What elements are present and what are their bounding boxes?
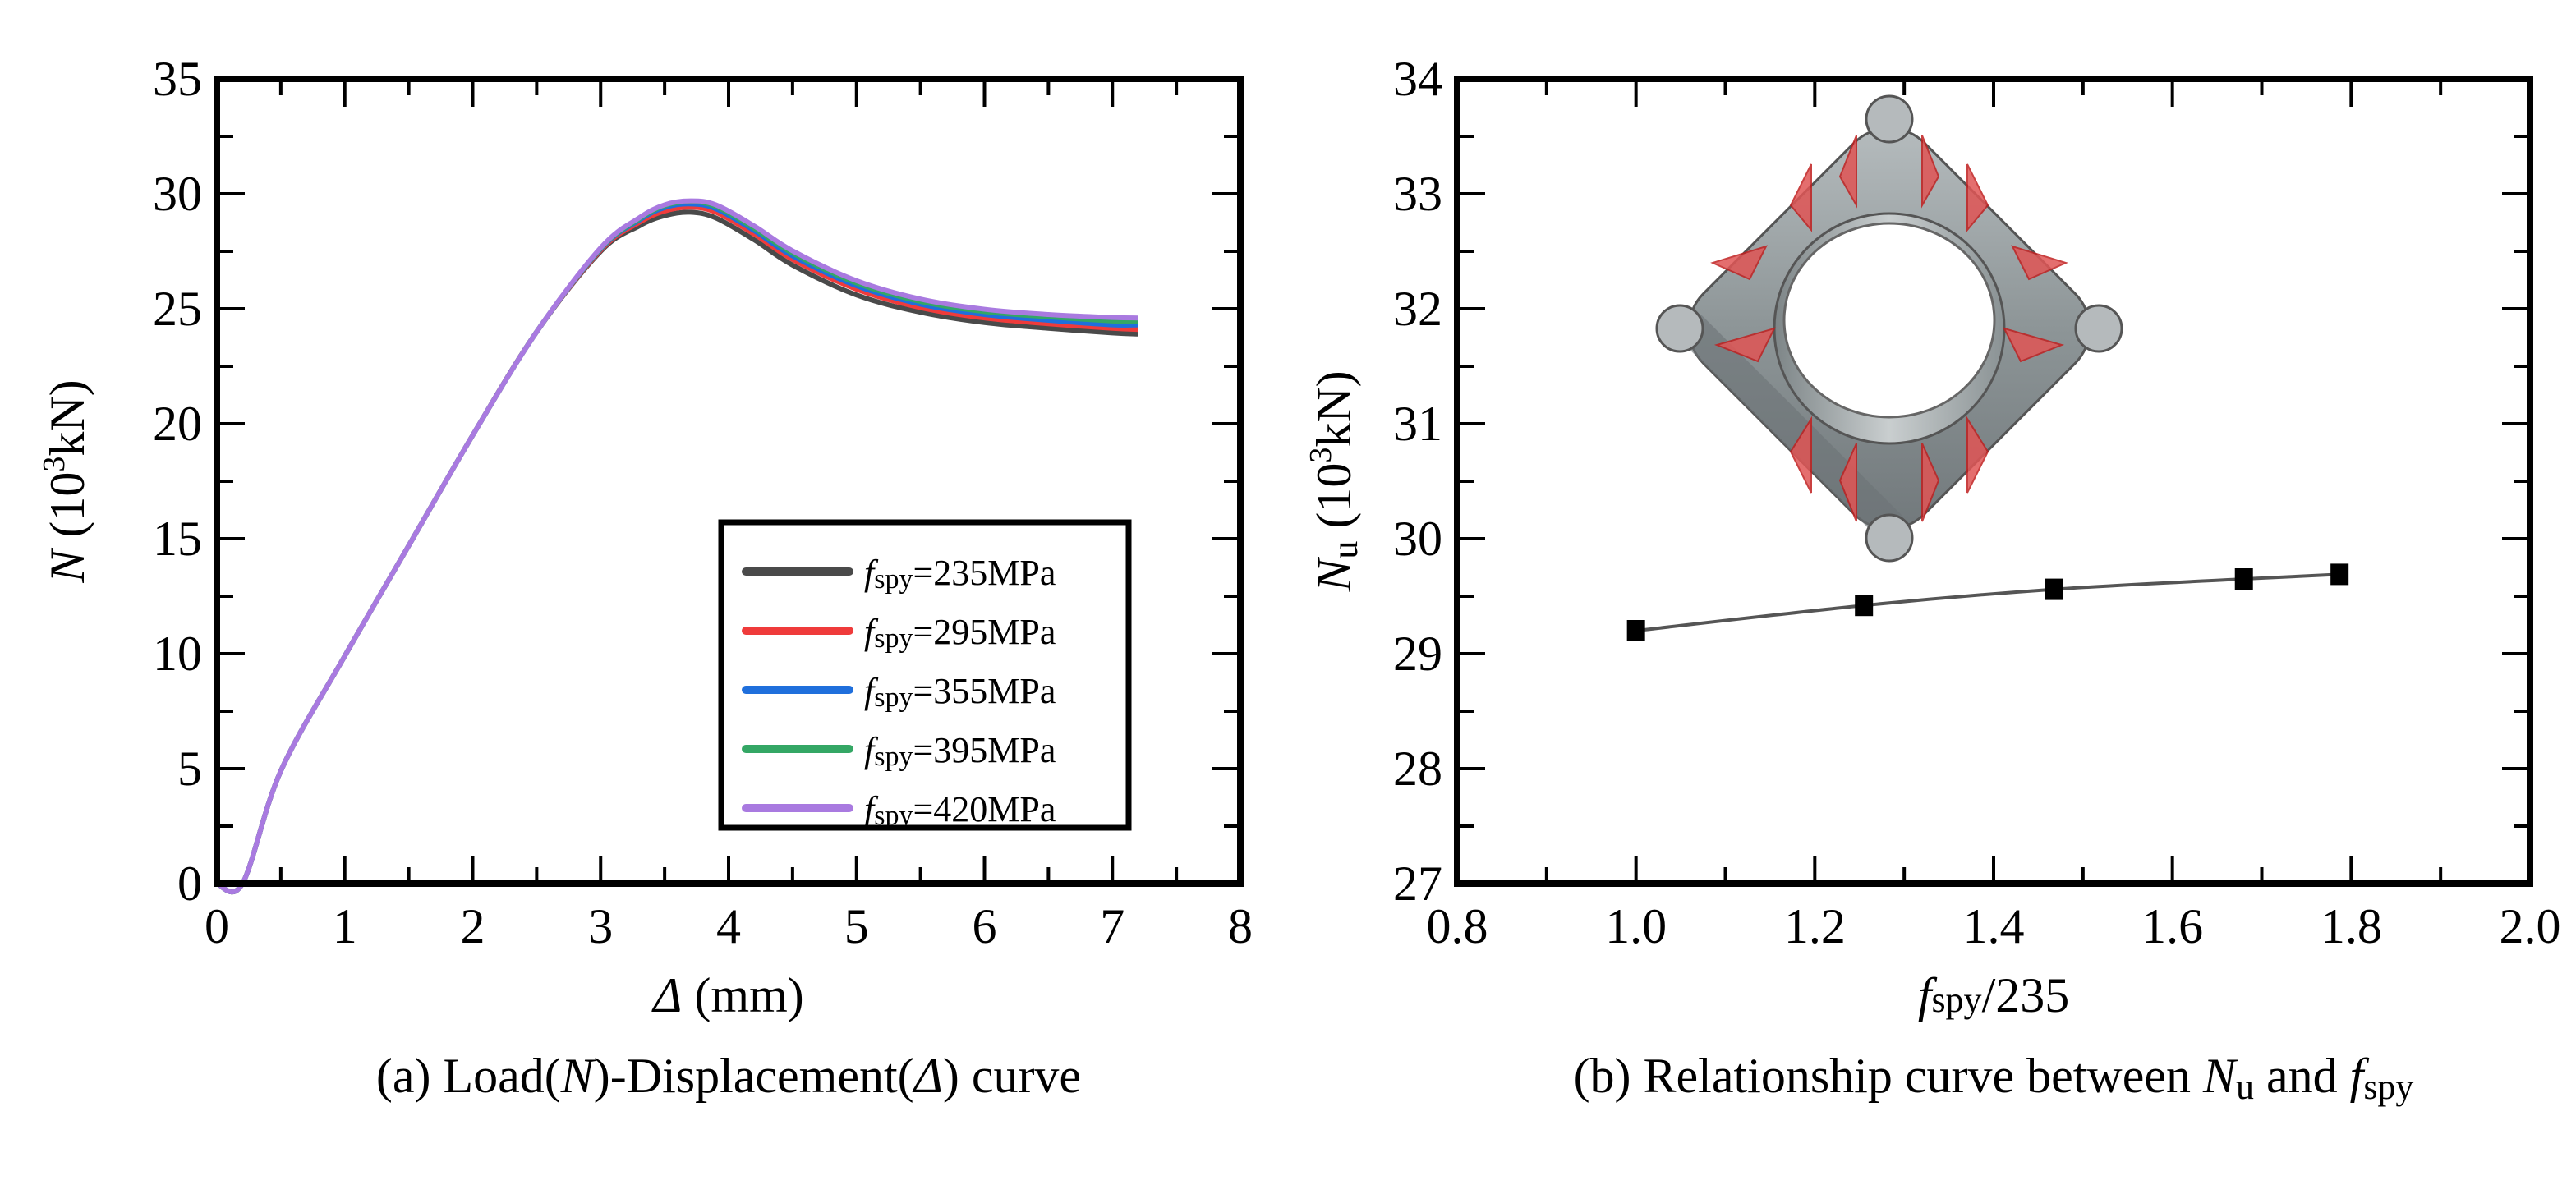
x-tick-label: 1 bbox=[333, 899, 357, 953]
capacity-relationship-chart: 0.8 1.0 1.2 1.4 1.6 1.8 2.0 27 28 29 30 31 32 33 34 fs… bbox=[1304, 52, 2561, 1107]
x-tick-label: 5 bbox=[844, 899, 869, 953]
legend-label: fspy=295MPa bbox=[864, 612, 1056, 654]
x-axis-title: fspy/235 bbox=[1918, 968, 2069, 1022]
x-tick-label: 2.0 bbox=[2500, 899, 2561, 953]
y-tick-label: 10 bbox=[153, 627, 202, 681]
series-line-420 bbox=[215, 198, 1138, 895]
y-tick-label: 20 bbox=[153, 397, 202, 451]
x-tick-label: 4 bbox=[716, 899, 741, 953]
y-tick-label: 5 bbox=[177, 742, 202, 796]
x-tick-label: 0.8 bbox=[1427, 899, 1488, 953]
x-tick-label: 2 bbox=[461, 899, 485, 953]
curve-group bbox=[1626, 563, 2349, 641]
x-tick-label: 1.2 bbox=[1784, 899, 1846, 953]
y-tick-label: 33 bbox=[1393, 167, 1442, 221]
y-tick-label: 30 bbox=[153, 167, 202, 221]
nu-curve-line bbox=[1635, 572, 2340, 632]
data-point-marker bbox=[1855, 595, 1874, 617]
x-tick-label: 7 bbox=[1100, 899, 1125, 953]
x-tick-label: 1.6 bbox=[2141, 899, 2203, 953]
x-tick-label: 1.4 bbox=[1963, 899, 2025, 953]
tick-labels: 0.8 1.0 1.2 1.4 1.6 1.8 2.0 27 28 29 30 31 32 33 34 bbox=[1393, 52, 2561, 953]
load-displacement-chart: 0 1 2 3 4 5 6 7 8 0 5 10 15 20 25 30 35 Δ (mm) N (103kN)… bbox=[37, 52, 1253, 1103]
legend-label: fspy=420MPa bbox=[864, 789, 1056, 831]
y-tick-label: 28 bbox=[1393, 742, 1442, 796]
plot-frame bbox=[214, 76, 1244, 887]
plot-frame bbox=[1454, 76, 2533, 887]
x-axis-title: Δ (mm) bbox=[651, 968, 804, 1022]
data-point-marker bbox=[1626, 620, 1645, 641]
data-point-marker bbox=[2234, 568, 2253, 590]
x-tick-label: 1.0 bbox=[1605, 899, 1667, 953]
data-point-marker bbox=[2330, 563, 2349, 586]
caption-a: (a) Load(N)-Displacement(Δ) curve bbox=[376, 1049, 1081, 1103]
y-tick-label: 29 bbox=[1393, 627, 1442, 681]
x-tick-label: 3 bbox=[588, 899, 613, 953]
curves-group bbox=[215, 198, 1138, 895]
tick-labels: 0 1 2 3 4 5 6 7 8 0 5 10 15 20 25 30 35 bbox=[153, 52, 1253, 953]
y-tick-label: 35 bbox=[153, 52, 202, 106]
y-tick-label: 32 bbox=[1393, 282, 1442, 336]
legend-label: fspy=395MPa bbox=[864, 730, 1056, 772]
y-axis-title: N (103kN) bbox=[37, 379, 94, 583]
x-tick-label: 8 bbox=[1228, 899, 1253, 953]
x-tick-label: 0 bbox=[205, 899, 229, 953]
x-tick-label: 6 bbox=[973, 899, 997, 953]
y-tick-label: 25 bbox=[153, 282, 202, 336]
y-tick-label: 15 bbox=[153, 512, 202, 566]
y-tick-label: 34 bbox=[1393, 52, 1442, 106]
legend-label: fspy=235MPa bbox=[864, 553, 1056, 595]
y-tick-label: 27 bbox=[1393, 857, 1442, 911]
y-tick-label: 30 bbox=[1393, 512, 1442, 566]
inset-3d-model bbox=[1655, 94, 2123, 563]
caption-b: (b) Relationship curve between Nu and fs… bbox=[1574, 1049, 2414, 1107]
y-tick-label: 31 bbox=[1393, 397, 1442, 451]
y-axis-title: Nu (103kN) bbox=[1304, 370, 1365, 592]
x-tick-label: 1.8 bbox=[2321, 899, 2382, 953]
legend-label: fspy=355MPa bbox=[864, 671, 1056, 713]
legend: fspy=235MPa fspy=295MPa fspy=355MPa fspy=39… bbox=[718, 519, 1132, 831]
y-tick-label: 0 bbox=[177, 857, 202, 911]
data-point-marker bbox=[2045, 578, 2064, 600]
ticks-group bbox=[1456, 77, 2532, 885]
